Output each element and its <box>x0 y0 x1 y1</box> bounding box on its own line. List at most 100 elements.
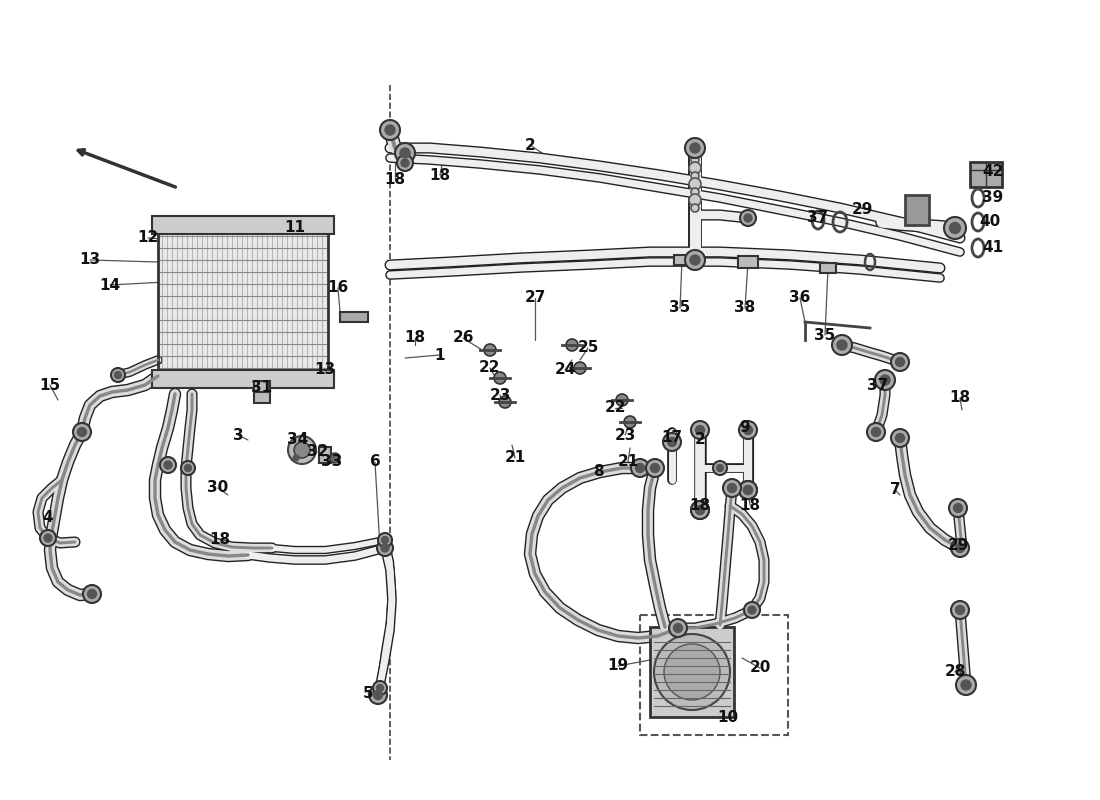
Circle shape <box>378 533 392 547</box>
Circle shape <box>739 481 757 499</box>
Bar <box>158 228 328 376</box>
Circle shape <box>744 426 752 434</box>
Text: 29: 29 <box>851 202 872 218</box>
Circle shape <box>713 461 727 475</box>
Circle shape <box>748 606 756 614</box>
Bar <box>152 370 334 388</box>
Circle shape <box>574 362 586 374</box>
Circle shape <box>494 372 506 384</box>
Text: 37: 37 <box>868 378 889 393</box>
Bar <box>254 381 270 403</box>
Bar <box>905 195 930 225</box>
Circle shape <box>952 601 969 619</box>
Text: 36: 36 <box>790 290 811 306</box>
Text: 32: 32 <box>307 445 329 459</box>
Bar <box>650 627 734 717</box>
Circle shape <box>727 483 737 493</box>
Circle shape <box>691 204 698 212</box>
Bar <box>158 228 328 376</box>
Circle shape <box>663 433 681 451</box>
Text: 13: 13 <box>79 253 100 267</box>
Circle shape <box>952 539 969 557</box>
Circle shape <box>944 217 966 239</box>
Circle shape <box>77 427 87 437</box>
Circle shape <box>954 503 962 513</box>
Text: 9: 9 <box>739 419 750 434</box>
Circle shape <box>695 506 704 514</box>
Text: 29: 29 <box>947 538 969 553</box>
Text: 26: 26 <box>452 330 474 346</box>
Text: 18: 18 <box>690 498 711 513</box>
Text: 19: 19 <box>607 658 628 674</box>
Text: 41: 41 <box>982 241 1003 255</box>
Text: 7: 7 <box>890 482 900 498</box>
Circle shape <box>695 506 704 514</box>
Circle shape <box>690 255 700 265</box>
Circle shape <box>874 370 895 390</box>
Circle shape <box>499 396 512 408</box>
Text: 6: 6 <box>370 454 381 470</box>
Circle shape <box>880 375 890 385</box>
Circle shape <box>716 465 724 471</box>
Text: 18: 18 <box>429 167 451 182</box>
Text: 40: 40 <box>979 214 1001 230</box>
Circle shape <box>373 681 387 695</box>
Circle shape <box>182 461 195 475</box>
Text: 42: 42 <box>982 165 1003 179</box>
Circle shape <box>631 459 649 477</box>
Circle shape <box>744 214 752 222</box>
Bar <box>738 256 758 268</box>
Text: 35: 35 <box>814 327 836 342</box>
Text: 18: 18 <box>209 533 231 547</box>
Text: 13: 13 <box>315 362 336 378</box>
Bar <box>319 447 331 463</box>
Circle shape <box>691 421 710 439</box>
Circle shape <box>654 634 730 710</box>
Text: 18: 18 <box>949 390 970 406</box>
Circle shape <box>691 188 698 196</box>
Circle shape <box>867 423 886 441</box>
Circle shape <box>891 353 909 371</box>
Circle shape <box>381 544 389 552</box>
Circle shape <box>739 481 757 499</box>
Circle shape <box>956 606 965 614</box>
Circle shape <box>293 455 299 461</box>
Bar <box>674 255 690 265</box>
Circle shape <box>744 486 752 494</box>
Circle shape <box>961 680 971 690</box>
Circle shape <box>956 675 976 695</box>
Text: 23: 23 <box>614 427 636 442</box>
Text: 15: 15 <box>40 378 60 393</box>
Circle shape <box>40 530 56 546</box>
Circle shape <box>114 371 121 378</box>
Circle shape <box>744 486 752 494</box>
Circle shape <box>385 125 395 135</box>
Text: 14: 14 <box>99 278 121 293</box>
Text: 21: 21 <box>505 450 526 466</box>
Text: 38: 38 <box>735 301 756 315</box>
Text: 22: 22 <box>604 401 626 415</box>
Text: 8: 8 <box>593 465 603 479</box>
Circle shape <box>956 543 965 553</box>
Text: 30: 30 <box>208 481 229 495</box>
Circle shape <box>650 463 660 473</box>
Bar <box>152 216 334 234</box>
Text: 12: 12 <box>138 230 158 246</box>
Text: 3: 3 <box>233 427 243 442</box>
Text: 27: 27 <box>525 290 546 306</box>
Circle shape <box>690 143 700 153</box>
Circle shape <box>484 344 496 356</box>
Text: 10: 10 <box>717 710 738 726</box>
Text: 16: 16 <box>328 281 349 295</box>
Text: 2: 2 <box>694 433 705 447</box>
Circle shape <box>891 429 909 447</box>
Circle shape <box>832 335 852 355</box>
Text: 2: 2 <box>525 138 536 153</box>
Circle shape <box>82 585 101 603</box>
Text: 18: 18 <box>405 330 426 346</box>
Circle shape <box>664 644 720 700</box>
Circle shape <box>294 442 310 458</box>
Text: 31: 31 <box>252 381 273 395</box>
Circle shape <box>689 162 701 174</box>
Circle shape <box>668 438 676 446</box>
